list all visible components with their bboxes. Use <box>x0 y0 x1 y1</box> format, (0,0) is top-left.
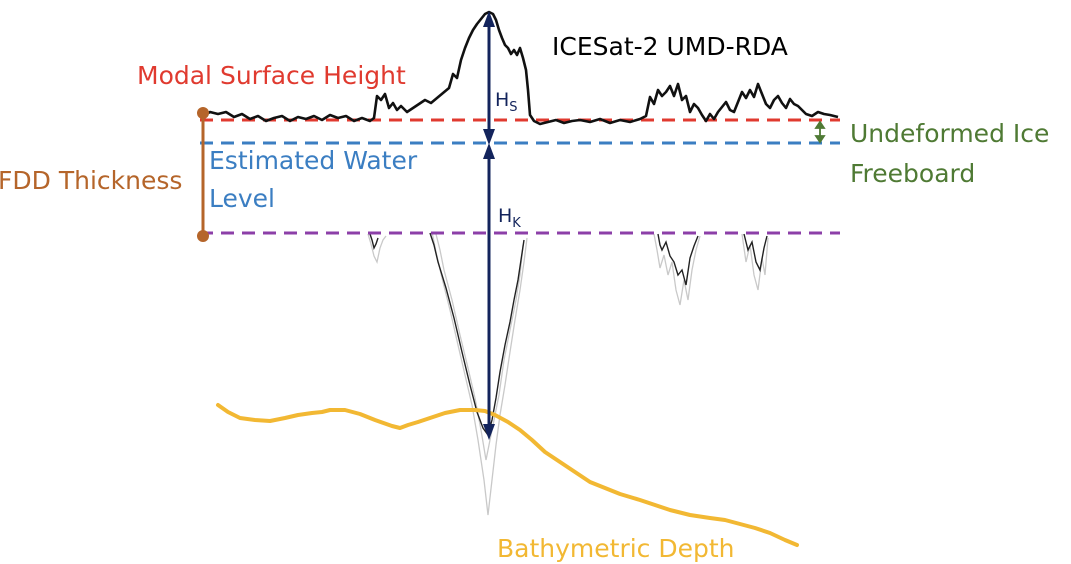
hk-label: HK <box>498 205 521 231</box>
hk-label-main: H <box>498 205 512 227</box>
hs-arrow-head-top <box>483 11 495 27</box>
fdd-thickness-bottom-dot <box>197 230 209 242</box>
keel-light-trace-main <box>431 231 528 516</box>
fdd-thickness-top-dot <box>197 107 209 119</box>
keel-dark-trace-right-2 <box>743 233 768 273</box>
hk-arrow-head-bottom <box>483 424 495 440</box>
fdd-thickness-bracket <box>197 107 209 242</box>
estimated-water-level-label-line2: Level <box>209 184 275 213</box>
fdd-thickness-label: FDD Thickness <box>0 166 182 195</box>
keel-light-traces <box>367 231 769 516</box>
freeboard-arrow <box>814 120 826 144</box>
hs-label: HS <box>495 89 518 115</box>
freeboard-arrow-head-down <box>814 135 826 144</box>
modal-surface-height-label: Modal Surface Height <box>137 61 406 90</box>
diagram-title: ICESat-2 UMD-RDA <box>552 32 788 61</box>
keel-light-trace-right-2 <box>741 233 769 291</box>
undeformed-ice-label-line1: Undeformed Ice <box>850 119 1049 148</box>
hk-label-sub: K <box>512 216 521 231</box>
hs-label-main: H <box>495 89 509 111</box>
hk-arrow-head-top <box>483 143 495 159</box>
keel-light-trace-inner <box>435 233 524 461</box>
undeformed-ice-label-line2: Freeboard <box>850 159 975 188</box>
keel-light-trace-left <box>367 233 387 264</box>
keel-dark-trace-main <box>429 232 525 437</box>
keel-dark-trace-left <box>369 233 379 251</box>
surface-profile-line <box>202 10 839 126</box>
estimated-water-level-label-line1: Estimated Water <box>209 146 418 175</box>
bathymetry-line <box>216 403 799 547</box>
freeboard-arrow-head-up <box>814 120 826 129</box>
hs-arrow-head-bottom <box>483 129 495 145</box>
keel-light-trace-right-1 <box>653 233 701 306</box>
keel-dark-trace-right-1 <box>657 233 699 286</box>
bathymetric-depth-label: Bathymetric Depth <box>497 534 735 563</box>
height-arrows <box>483 11 495 440</box>
hs-label-sub: S <box>509 100 517 115</box>
keel-dark-traces <box>369 232 768 437</box>
